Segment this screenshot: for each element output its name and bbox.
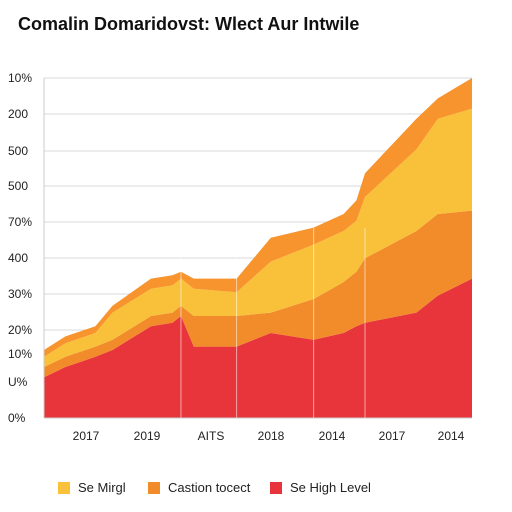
legend-swatch: [58, 481, 70, 494]
y-tick-label: 0%: [8, 411, 26, 425]
area-series-4: [44, 78, 472, 357]
y-tick-label: 10%: [8, 347, 32, 361]
legend-label: Castion tocect: [168, 480, 251, 495]
legend-swatch: [270, 481, 282, 494]
y-tick-label: 500: [8, 179, 28, 193]
legend-swatch: [148, 481, 160, 494]
areas: [44, 78, 472, 418]
area-se-mirgl: [44, 108, 472, 367]
legend-item-castion-tocect: Castion tocect: [148, 480, 250, 495]
x-tick-label: 2017: [73, 429, 100, 443]
legend: Se Mirgl Castion tocect Se High Level: [58, 480, 478, 498]
x-tick-label: 2018: [258, 429, 285, 443]
x-tick-label: 2014: [438, 429, 465, 443]
y-tick-label: 500: [8, 144, 28, 158]
area-castion-tocect: [44, 210, 472, 378]
y-tick-label: U%: [8, 375, 28, 389]
y-tick-label: 10%: [8, 71, 32, 85]
y-tick-label: 20%: [8, 323, 32, 337]
x-tick-label: 2019: [134, 429, 161, 443]
legend-item-se-high-level: Se High Level: [270, 480, 371, 495]
y-tick-label: 400: [8, 251, 28, 265]
x-tick-label: 2014: [319, 429, 346, 443]
legend-label: Se Mirgl: [78, 480, 126, 495]
y-tick-label: 200: [8, 107, 28, 121]
legend-item-se-mirgl: Se Mirgl: [58, 480, 126, 495]
y-tick-label: 70%: [8, 215, 32, 229]
y-tick-label: 30%: [8, 287, 32, 301]
legend-label: Se High Level: [290, 480, 371, 495]
x-tick-label: 2017: [379, 429, 406, 443]
x-tick-label: AITS: [198, 429, 225, 443]
chart-title: Comalin Domaridovst: Wlect Aur Intwile: [18, 14, 360, 34]
